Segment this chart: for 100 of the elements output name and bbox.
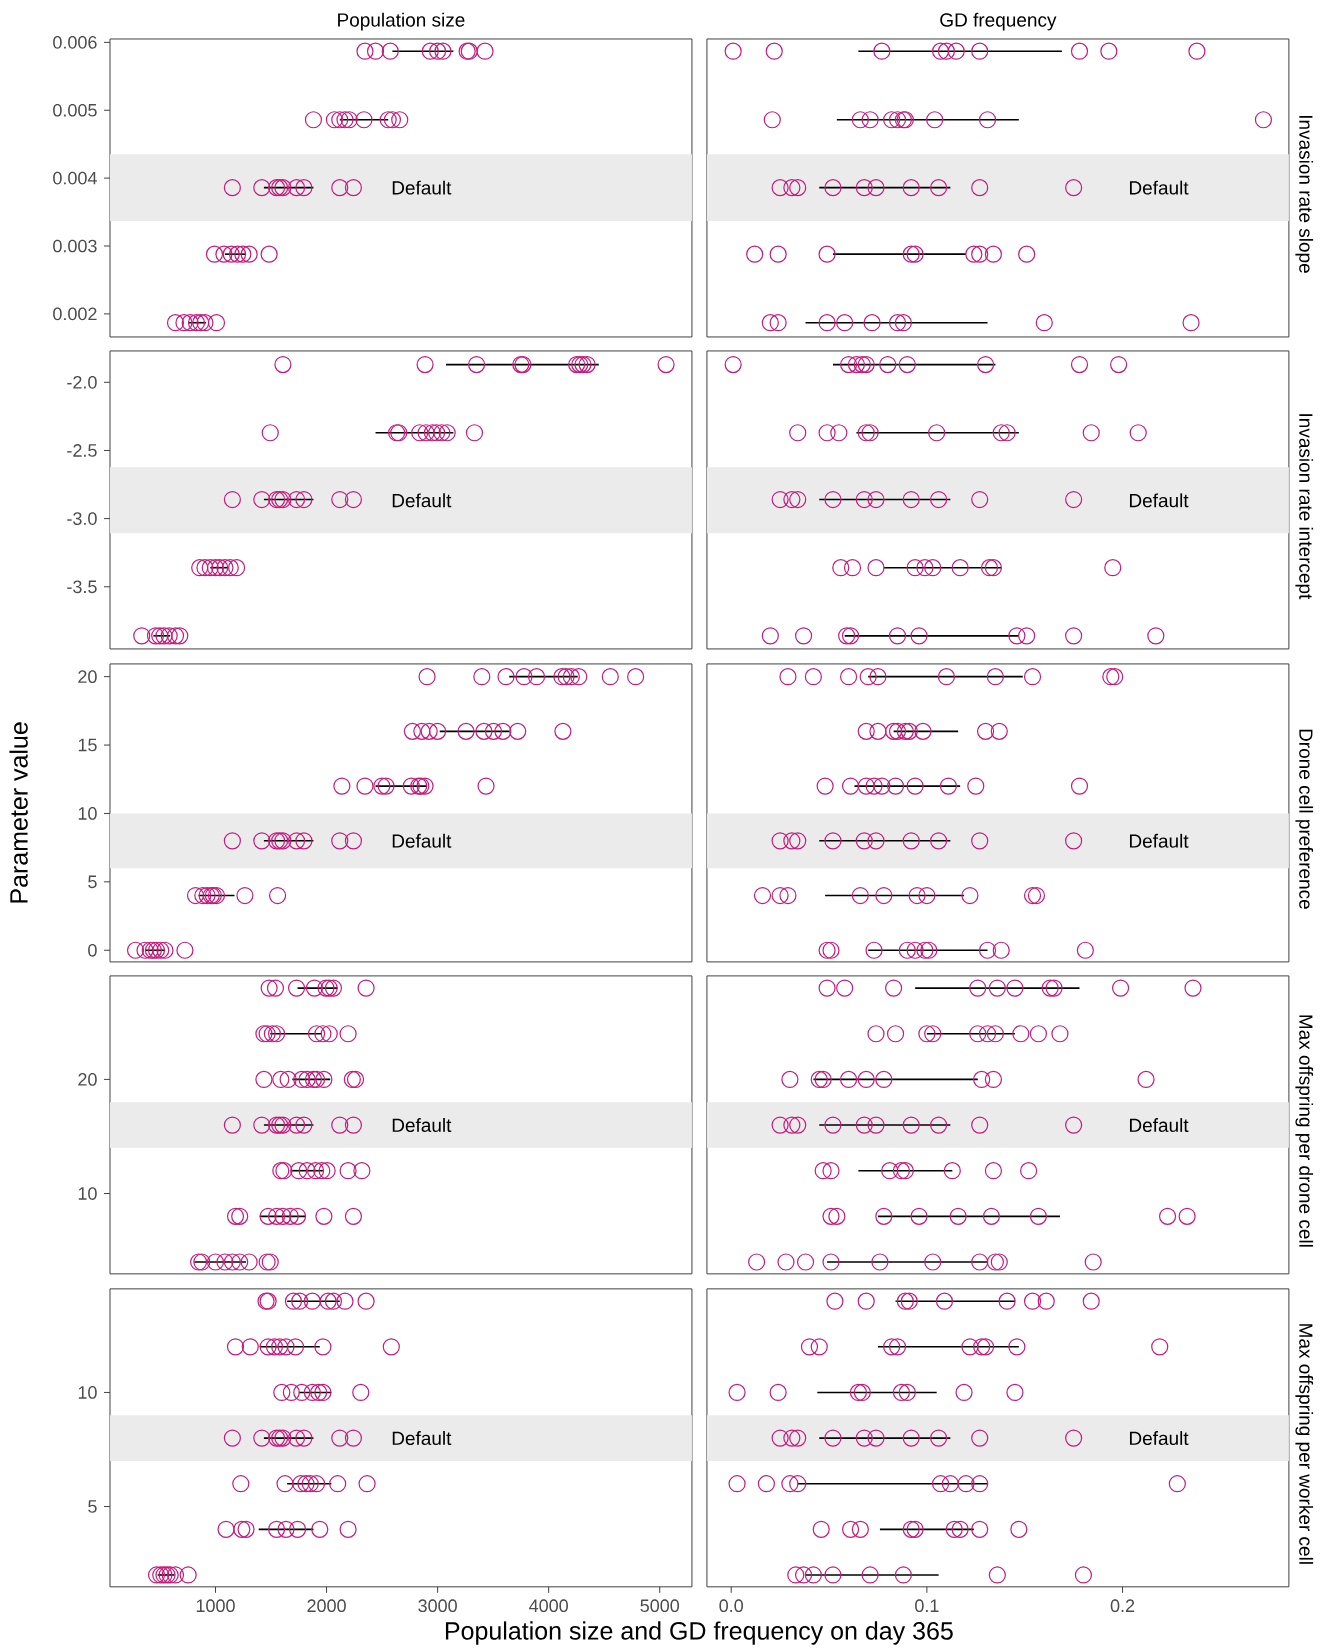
- y2-axis-title: Max offspring per worker cell: [1295, 1324, 1314, 1564]
- point: [304, 1070, 323, 1088]
- x-tick-label: 0.2: [1110, 1599, 1135, 1613]
- point: [783, 832, 801, 850]
- point: [601, 668, 619, 686]
- point: [859, 668, 877, 686]
- point: [855, 1116, 873, 1134]
- point: [216, 559, 234, 577]
- point: [1008, 627, 1026, 645]
- x-tick-label: 1000: [196, 1599, 235, 1613]
- point: [353, 1162, 371, 1180]
- point: [1129, 424, 1147, 442]
- point: [253, 490, 271, 509]
- point: [553, 668, 571, 686]
- point: [1065, 1429, 1083, 1447]
- point: [830, 424, 848, 442]
- point: [1070, 355, 1089, 374]
- point: [288, 832, 306, 850]
- point: [853, 355, 871, 374]
- point: [509, 722, 527, 740]
- point: [824, 1566, 842, 1584]
- point: [887, 1025, 905, 1043]
- point: [945, 1520, 963, 1538]
- point: [1188, 42, 1206, 60]
- y2-axis-title: Invasion rate slope: [1295, 115, 1314, 273]
- point: [930, 1116, 948, 1134]
- point: [979, 941, 997, 959]
- point: [1082, 424, 1100, 442]
- point: [906, 941, 924, 959]
- point: [937, 668, 956, 686]
- point: [885, 722, 903, 740]
- point: [902, 245, 920, 263]
- point: [171, 627, 189, 645]
- point: [194, 886, 212, 905]
- x-axis-title: Population size and GD frequency on day 365: [446, 1621, 953, 1645]
- point: [873, 777, 891, 795]
- point: [343, 1070, 361, 1088]
- point: [902, 1429, 920, 1447]
- point: [873, 42, 891, 60]
- point: [421, 42, 439, 60]
- point: [855, 490, 873, 509]
- y2-axis-title: Drone cell preference: [1295, 729, 1314, 909]
- point: [810, 1070, 828, 1088]
- point: [282, 1383, 301, 1402]
- point: [998, 424, 1016, 442]
- point: [1018, 245, 1036, 263]
- point: [308, 1070, 326, 1088]
- point: [1168, 1475, 1187, 1493]
- point: [277, 1338, 295, 1356]
- point: [795, 627, 813, 645]
- point: [832, 559, 850, 577]
- point: [1100, 42, 1118, 60]
- point: [289, 1207, 307, 1225]
- point: [181, 314, 199, 332]
- point: [336, 1292, 354, 1310]
- point: [1065, 179, 1083, 197]
- point: [298, 1070, 316, 1088]
- point: [314, 1025, 332, 1043]
- point: [971, 245, 989, 263]
- point: [971, 1475, 989, 1493]
- point: [902, 1520, 920, 1538]
- point: [423, 424, 442, 442]
- point: [822, 1253, 840, 1271]
- point: [277, 1520, 295, 1538]
- point: [222, 245, 240, 263]
- point: [902, 1116, 920, 1134]
- point: [906, 245, 924, 263]
- point: [391, 111, 409, 129]
- point: [804, 1566, 823, 1584]
- point: [822, 1207, 840, 1225]
- point: [578, 355, 596, 374]
- point: [892, 1383, 911, 1402]
- point: [902, 179, 920, 197]
- point: [344, 1429, 363, 1447]
- point: [971, 42, 989, 60]
- point: [319, 1292, 337, 1310]
- point: [992, 941, 1010, 959]
- point: [971, 179, 989, 197]
- point: [843, 559, 862, 577]
- point: [930, 179, 948, 197]
- point: [826, 1292, 844, 1310]
- point: [324, 979, 343, 997]
- point: [769, 245, 787, 263]
- point: [1024, 1292, 1042, 1310]
- point: [331, 111, 349, 129]
- point: [352, 1383, 370, 1402]
- point: [816, 777, 834, 795]
- point: [838, 627, 856, 645]
- point: [990, 722, 1008, 740]
- point: [333, 777, 351, 795]
- point: [253, 1116, 271, 1134]
- point: [223, 490, 242, 509]
- point: [418, 668, 436, 686]
- point: [191, 559, 209, 577]
- point: [902, 832, 920, 850]
- point: [781, 1475, 799, 1493]
- point: [894, 314, 913, 332]
- point: [867, 1116, 885, 1134]
- point: [295, 490, 313, 509]
- point: [340, 111, 358, 129]
